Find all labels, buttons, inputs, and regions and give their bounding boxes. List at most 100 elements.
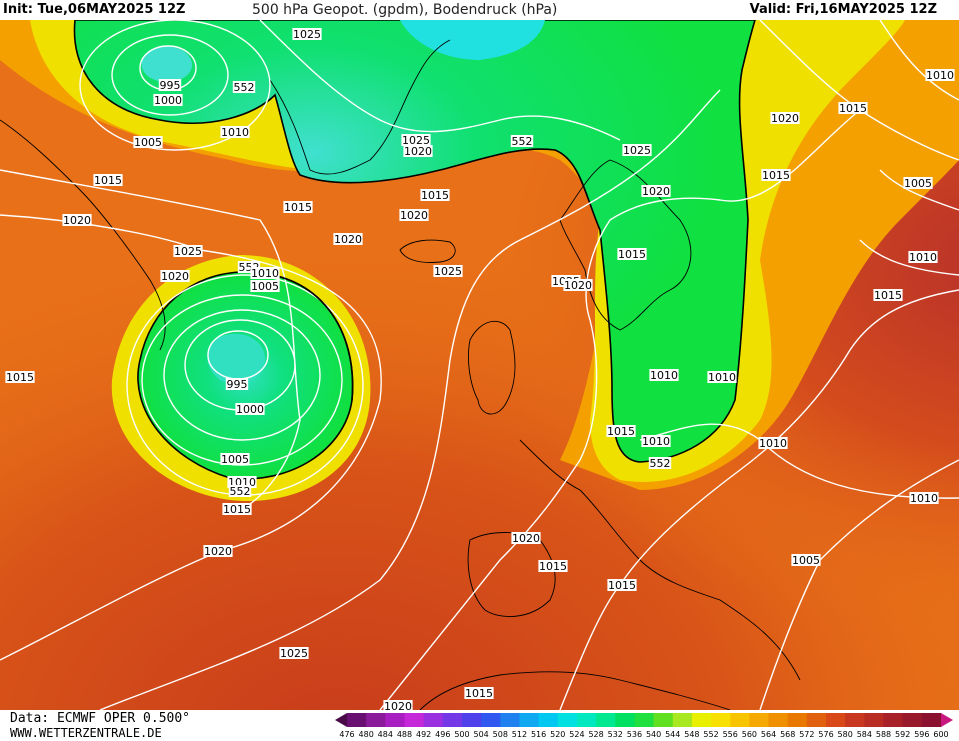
isobar-1010-northeast (879, 20, 959, 101)
legend-tick-label: 516 (530, 730, 547, 739)
contour-label-text: 1015 (608, 579, 636, 592)
isobar-1010-east-mid (859, 239, 959, 276)
website-label: WWW.WETTERZENTRALE.DE (10, 726, 162, 740)
contour-label: 1015 (283, 201, 313, 214)
contour-label-box (250, 280, 280, 292)
contour-label-text: 1020 (771, 112, 799, 125)
low-center-west (207, 333, 265, 384)
legend-tick-label: 524 (569, 730, 585, 739)
legend-swatch (347, 713, 367, 727)
legend-tick-label: 512 (511, 730, 528, 739)
scandinavia-coast (559, 159, 692, 331)
contour-label-text: 552 (230, 485, 251, 498)
legend-tick-label: 572 (799, 730, 815, 739)
legend-arrow-right (941, 713, 953, 727)
isobar-1025-atlantic (99, 89, 721, 710)
contour-label: 1020 (770, 112, 800, 125)
isobar-1015-east (559, 289, 959, 710)
legend-tick-label: 544 (665, 730, 681, 739)
europe-coast (519, 439, 801, 681)
contour-label-text: 1025 (434, 265, 462, 278)
contour-label-box (433, 265, 463, 277)
weather-map: 1025 995 1000 552 1010 1005 1025 1020 552 1025 102… (0, 20, 959, 710)
contour-label-text: 552 (650, 457, 671, 470)
legend-tick-label: 520 (550, 730, 566, 739)
contour-label: 1015 (5, 371, 35, 384)
contour-label-text: 1020 (161, 270, 189, 283)
contour-label-box (153, 94, 183, 106)
contour-label-text: 1000 (154, 94, 182, 107)
contour-label-text: 1020 (404, 145, 432, 158)
legend-swatch (883, 713, 904, 727)
legend-tick-label: 580 (837, 730, 853, 739)
contour-label: 1010 (220, 126, 250, 139)
legend-swatch (653, 713, 674, 727)
contour-label-text: 1015 (6, 371, 34, 384)
contour-label-box (203, 545, 233, 557)
legend-swatch (538, 713, 559, 727)
legend-tick-label: 592 (895, 730, 911, 739)
contour-label-box (641, 185, 671, 197)
isobar-low-west-1000 (163, 309, 321, 441)
contour-label: 1025 (279, 647, 309, 660)
contour-label: 1010 (908, 251, 938, 264)
contour-label: 1025 (433, 265, 463, 278)
legend-swatch (787, 713, 808, 727)
legend-swatch (749, 713, 770, 727)
contour-label: 1015 (873, 289, 903, 302)
contour-label-box (220, 453, 250, 465)
contour-label-text: 1025 (174, 245, 202, 258)
contour-label: 1015 (761, 169, 791, 182)
contour-label: 1015 (464, 687, 494, 700)
legend-tick-label: 540 (645, 730, 662, 739)
legend-tick-label: 484 (377, 730, 393, 739)
legend-swatch (557, 713, 578, 727)
isobar-1025-north (259, 20, 621, 141)
contour-label-box (707, 371, 737, 383)
legend-swatch (845, 713, 865, 727)
contour-label-box (622, 144, 652, 156)
legend-swatch (921, 713, 942, 727)
contour-label-text: 1005 (792, 554, 820, 567)
contour-label-text: 1015 (762, 169, 790, 182)
contour-label-text: 1015 (539, 560, 567, 573)
contour-label-box (607, 579, 637, 591)
contour-label: 1020 (203, 545, 233, 558)
legend-swatch (711, 713, 731, 727)
contour-label-box (222, 503, 252, 515)
contour-label: 1015 (607, 579, 637, 592)
isobar-low-north-outer (79, 20, 271, 151)
north-africa-coast (419, 671, 731, 710)
legend-swatch (615, 713, 635, 727)
contour-label-text: 1015 (94, 174, 122, 187)
contour-label-box (761, 169, 791, 181)
contour-label-text: 1020 (512, 532, 540, 545)
contour-label-text: 1015 (223, 503, 251, 516)
contour-label: 1010 (707, 371, 737, 384)
contour-label: 552 (232, 81, 256, 94)
contour-label: 1015 (617, 248, 647, 261)
contour-label-box (838, 102, 868, 114)
isobar-low-north-mid (111, 34, 229, 116)
legend-tick-label: 508 (492, 730, 508, 739)
legend-tick-label: 568 (780, 730, 796, 739)
contour-label: 1020 (383, 700, 413, 710)
contour-label: 1020 (62, 214, 92, 227)
contour-label-box (93, 174, 123, 186)
contour-label: 1025 (401, 134, 431, 147)
contour-label-box (563, 279, 593, 291)
contour-label-box (133, 136, 163, 148)
contour-label-box (510, 135, 534, 147)
contour-label: 1000 (153, 94, 183, 107)
contour-label: 1025 (173, 245, 203, 258)
legend-tick-label: 476 (339, 730, 355, 739)
contour-label: 1015 (538, 560, 568, 573)
contour-label: 1010 (758, 437, 788, 450)
legend-tick-label: 564 (760, 730, 777, 739)
contour-label-box (903, 177, 933, 189)
legend-tick-label: 496 (435, 730, 451, 739)
contour-label: 1005 (220, 453, 250, 466)
chart-title: 500 hPa Geopot. (gpdm), Bodendruck (hPa) (252, 2, 558, 18)
legend-swatch (576, 713, 597, 727)
contour-label-text: 552 (512, 135, 533, 148)
